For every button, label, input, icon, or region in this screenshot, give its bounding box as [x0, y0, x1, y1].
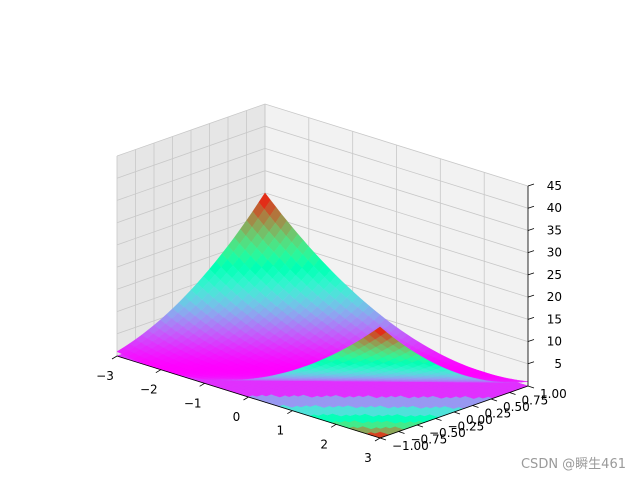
x-tick-label: −2 [140, 383, 158, 397]
z-tick-mark [527, 294, 535, 298]
z-tick-label: 25 [547, 268, 562, 282]
x-tick-mark [374, 437, 381, 442]
z-tick-label: 15 [547, 312, 562, 326]
surface-facet [374, 326, 387, 336]
x-tick-mark [199, 382, 205, 387]
z-tick-mark [527, 339, 535, 342]
y-tick-mark [472, 405, 479, 408]
x-tick-mark [111, 355, 118, 360]
z-tick-label: 5 [554, 357, 562, 371]
x-tick-label: 0 [233, 410, 241, 424]
y-tick-mark [527, 385, 535, 389]
z-tick-labels: 5 10 15 20 25 30 35 40 45 [527, 179, 562, 371]
y-tick-label: −0.75 [411, 433, 448, 447]
y-tick-label: 0.00 [466, 413, 493, 427]
y-tick-labels: −1.00−0.75−0.50−0.250.000.250.500.751.00 [379, 385, 567, 453]
z-tick-label: 40 [547, 201, 562, 215]
y-tick-mark [490, 398, 498, 402]
y-tick-mark [509, 392, 516, 395]
x-tick-label: 2 [320, 437, 328, 451]
z-tick-label: 10 [547, 335, 562, 349]
y-tick-mark [435, 418, 442, 421]
x-tick-label: −3 [96, 369, 114, 383]
y-tick-mark [398, 431, 405, 434]
watermark-text: CSDN @瞬生461 [520, 457, 626, 472]
y-tick-mark [416, 424, 424, 428]
z-tick-mark [527, 316, 535, 320]
z-grid-line [116, 125, 529, 209]
z-tick-mark [527, 183, 535, 187]
z-tick-mark [527, 272, 535, 276]
x-tick-labels: −3 −2 −1 0 1 2 3 [96, 355, 381, 465]
x-tick-label: 1 [277, 424, 285, 438]
y-tick-label: −0.25 [448, 420, 485, 434]
z-tick-mark [527, 205, 535, 209]
y-tick-label: 0.75 [522, 394, 549, 408]
z-tick-label: 30 [547, 246, 562, 260]
y-tick-label: −1.00 [392, 439, 429, 453]
z-tick-label: 35 [547, 223, 562, 237]
x-tick-mark [287, 410, 293, 415]
x-tick-mark [243, 396, 249, 401]
z-grid-line [116, 103, 529, 187]
surface-mesh [116, 192, 529, 383]
y-tick-label: −0.50 [429, 426, 466, 440]
z-grid-line [116, 147, 529, 231]
x-tick-mark [155, 369, 162, 374]
z-tick-mark [527, 228, 535, 231]
z-tick-label: 45 [547, 179, 562, 193]
z-tick-label: 20 [547, 290, 562, 304]
z-tick-mark [527, 361, 535, 365]
x-tick-label: 3 [364, 451, 372, 465]
z-grid-line [116, 170, 529, 254]
y-tick-mark [379, 437, 387, 441]
x-tick-mark [330, 423, 337, 428]
y-tick-label: 0.50 [503, 400, 530, 414]
z-tick-mark [527, 250, 535, 254]
y-tick-mark [453, 411, 461, 415]
x-tick-label: −1 [184, 396, 202, 410]
y-tick-label: 1.00 [540, 387, 567, 401]
y-tick-label: 0.25 [485, 407, 512, 421]
